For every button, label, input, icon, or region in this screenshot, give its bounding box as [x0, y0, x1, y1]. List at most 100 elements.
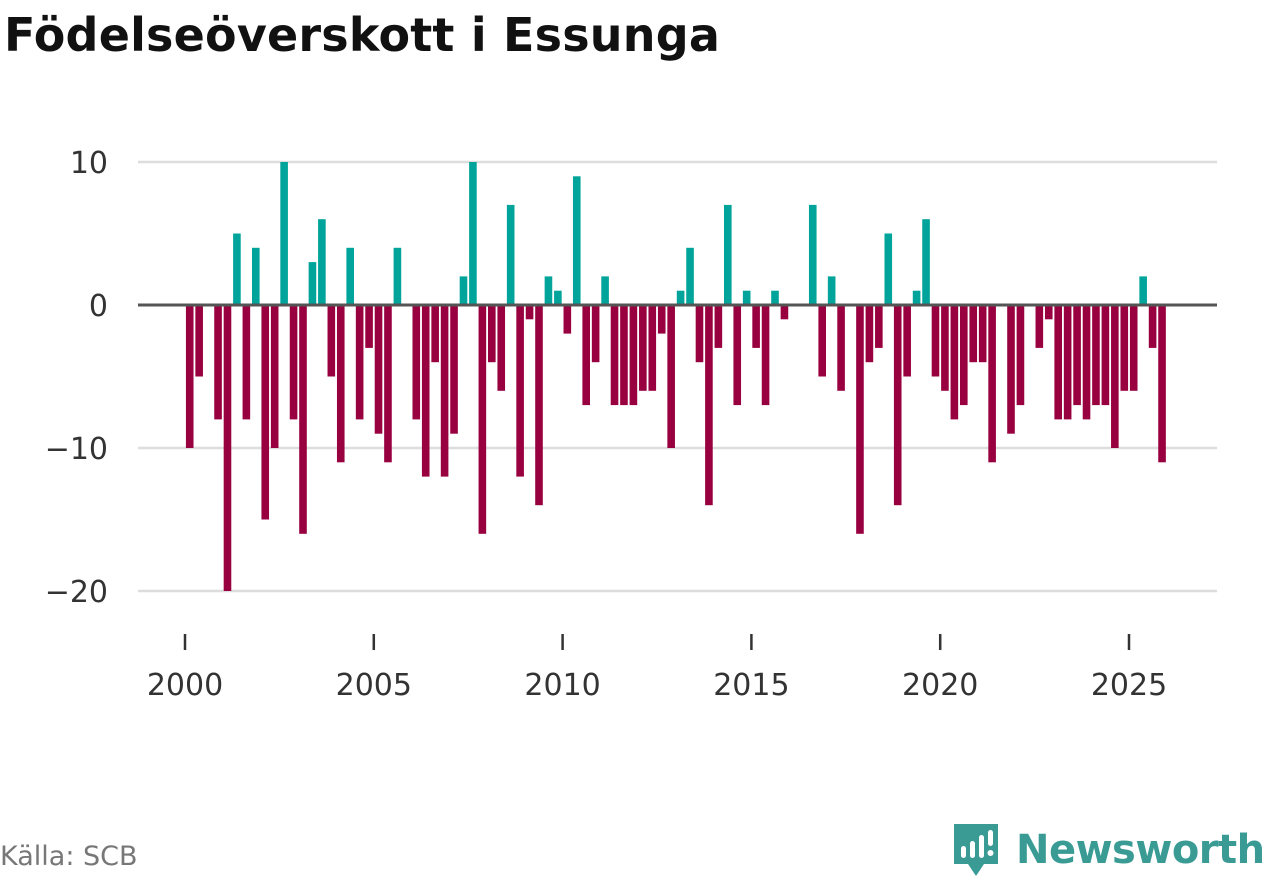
bar — [941, 305, 949, 391]
bar — [1129, 305, 1138, 391]
bar — [280, 162, 288, 305]
bar — [988, 305, 996, 463]
x-tick-label: 2005 — [336, 668, 412, 703]
bar — [469, 162, 477, 305]
bar — [223, 305, 232, 591]
bar — [837, 305, 845, 391]
bar — [525, 305, 534, 320]
bar — [705, 305, 713, 506]
bar — [1082, 305, 1091, 420]
bar — [657, 305, 666, 334]
y-tick-label: 0 — [89, 289, 108, 324]
y-tick-label: −20 — [45, 575, 108, 610]
bar — [488, 305, 496, 363]
bar — [818, 305, 826, 377]
bar — [780, 305, 789, 320]
bar — [978, 305, 987, 363]
bar — [289, 305, 298, 420]
bar — [771, 290, 779, 305]
bar — [931, 305, 940, 377]
bar — [195, 305, 203, 377]
bar — [761, 305, 770, 406]
bar — [893, 305, 902, 506]
bar — [299, 305, 307, 534]
bar — [1016, 305, 1025, 406]
x-tick-label: 2010 — [524, 668, 600, 703]
bar — [270, 305, 279, 448]
bar — [686, 247, 694, 305]
bar — [554, 290, 562, 305]
bar — [459, 276, 468, 305]
bar — [912, 290, 921, 305]
brand-name: Newsworthy — [1016, 827, 1262, 873]
bar — [1007, 305, 1015, 434]
x-tick-label: 2000 — [147, 668, 223, 703]
y-tick-label: −10 — [45, 432, 108, 467]
bar — [421, 305, 430, 477]
bar — [591, 305, 600, 363]
bar — [582, 305, 590, 406]
bar — [544, 276, 553, 305]
bar — [1035, 305, 1044, 348]
bar — [478, 305, 487, 534]
bar — [185, 305, 194, 448]
bar — [601, 276, 609, 305]
x-axis: 2000 2005 2010 2015 2020 2025 — [147, 634, 1167, 703]
bar — [695, 305, 704, 363]
bar — [960, 305, 968, 406]
bar — [884, 233, 893, 305]
bar — [733, 305, 742, 406]
bar — [875, 305, 883, 348]
bar — [1148, 305, 1157, 348]
chart-title: Födelseöverskott i Essunga — [4, 8, 721, 62]
bar — [1054, 305, 1062, 420]
bar — [393, 247, 402, 305]
bar — [318, 219, 326, 305]
bar — [1158, 305, 1166, 463]
bar — [336, 305, 345, 463]
bar — [516, 305, 524, 477]
bar — [365, 305, 373, 348]
brand-logo[interactable]: Newsworthy — [950, 820, 1262, 880]
bar — [355, 305, 364, 420]
y-tick-label: 10 — [70, 146, 108, 181]
bar — [1120, 305, 1129, 391]
bar — [242, 305, 251, 420]
bar — [742, 290, 751, 305]
bar — [440, 305, 449, 477]
bar — [308, 262, 317, 305]
bar — [431, 305, 439, 363]
bar — [535, 305, 543, 506]
bar — [572, 176, 581, 305]
bar — [1073, 305, 1081, 406]
bar — [903, 305, 911, 377]
bar — [620, 305, 628, 406]
bar — [969, 305, 978, 363]
bar — [922, 219, 930, 305]
bar — [346, 247, 354, 305]
bar — [1092, 305, 1100, 406]
bar — [667, 305, 675, 448]
bar — [808, 204, 817, 305]
bar — [374, 305, 383, 434]
bar — [450, 305, 458, 434]
bar — [261, 305, 270, 520]
bar — [865, 305, 874, 363]
bar — [563, 305, 572, 334]
bar — [412, 305, 421, 420]
source-label: Källa: SCB — [0, 841, 138, 872]
bar — [856, 305, 864, 534]
bar — [714, 305, 723, 348]
bar — [752, 305, 760, 348]
y-axis-labels: 10 0 −10 −20 — [45, 146, 108, 610]
bar — [1044, 305, 1053, 320]
gridlines — [138, 160, 1217, 593]
bar — [648, 305, 657, 391]
bar — [327, 305, 336, 377]
newsworthy-logo-icon — [954, 824, 998, 876]
bar — [1111, 305, 1119, 448]
bar — [1139, 276, 1147, 305]
bar — [384, 305, 392, 463]
bar — [506, 204, 515, 305]
